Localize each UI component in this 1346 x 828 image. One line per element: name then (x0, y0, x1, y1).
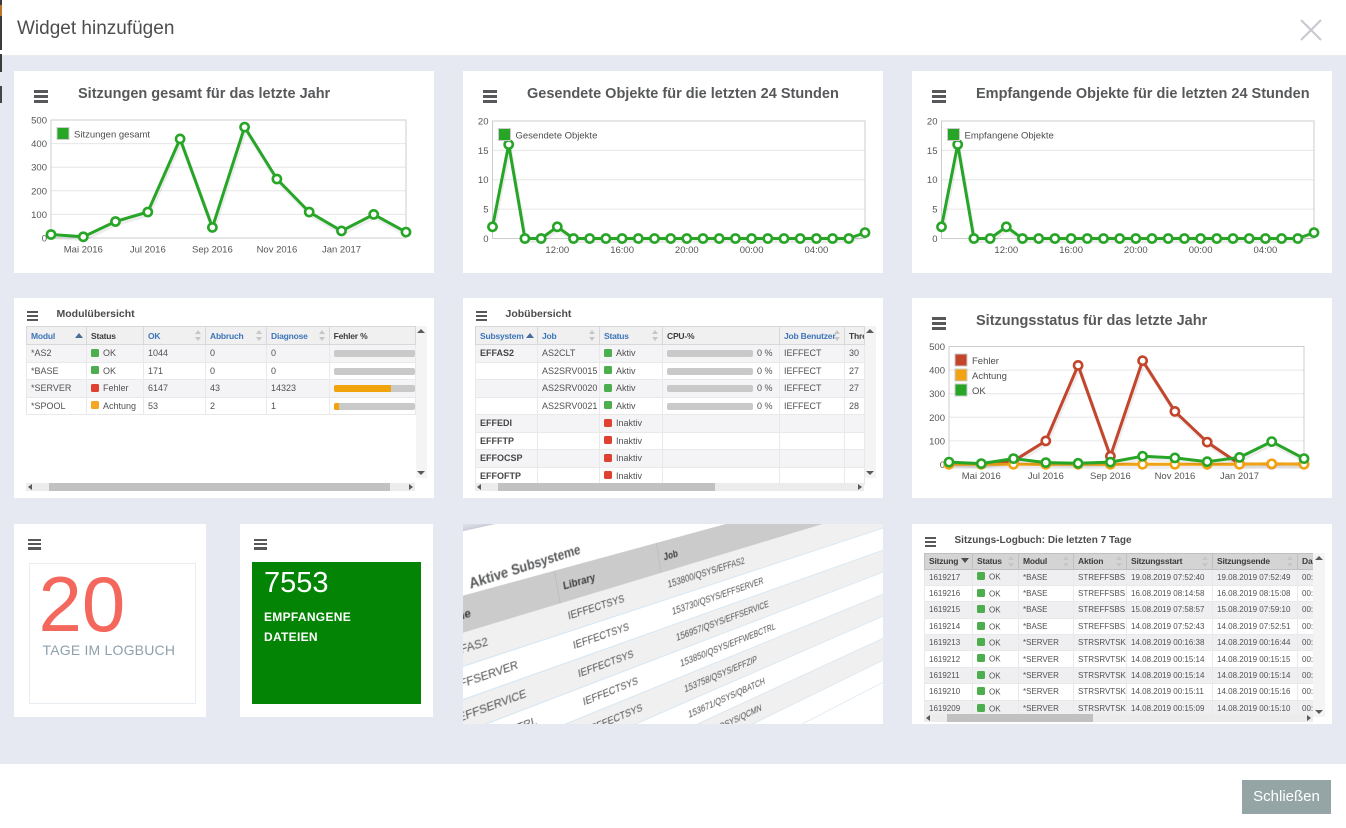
svg-text:10: 10 (927, 175, 938, 186)
svg-text:20: 20 (927, 117, 938, 128)
svg-text:20: 20 (478, 117, 489, 128)
svg-text:Jan 2017: Jan 2017 (322, 245, 361, 256)
svg-text:400: 400 (31, 139, 47, 150)
svg-text:Empfangene Objekte: Empfangene Objekte (965, 131, 1054, 142)
svg-text:Gesendete Objekte: Gesendete Objekte (516, 131, 598, 142)
svg-text:10: 10 (478, 175, 489, 186)
svg-text:15: 15 (478, 146, 489, 157)
svg-text:200: 200 (929, 412, 945, 423)
svg-text:100: 100 (31, 210, 47, 221)
svg-text:15: 15 (927, 146, 938, 157)
svg-text:5: 5 (483, 205, 488, 216)
svg-text:500: 500 (929, 342, 945, 353)
svg-text:04:00: 04:00 (1254, 245, 1278, 256)
svg-text:500: 500 (31, 116, 47, 127)
svg-text:20:00: 20:00 (675, 245, 699, 256)
svg-text:Nov 2016: Nov 2016 (257, 245, 298, 256)
svg-text:20:00: 20:00 (1124, 245, 1148, 256)
svg-text:Achtung: Achtung (972, 371, 1007, 382)
svg-text:100: 100 (929, 436, 945, 447)
svg-text:16:00: 16:00 (1059, 245, 1083, 256)
svg-text:04:00: 04:00 (805, 245, 829, 256)
svg-text:12:00: 12:00 (545, 245, 569, 256)
svg-text:OK: OK (972, 386, 986, 397)
svg-text:Mai 2016: Mai 2016 (64, 245, 103, 256)
svg-text:Sitzungen gesamt: Sitzungen gesamt (74, 130, 150, 141)
svg-text:Sep 2016: Sep 2016 (192, 245, 233, 256)
svg-text:00:00: 00:00 (740, 245, 764, 256)
svg-text:0: 0 (483, 234, 488, 245)
svg-text:5: 5 (932, 205, 937, 216)
svg-text:Jul 2016: Jul 2016 (130, 245, 166, 256)
svg-text:Mai 2016: Mai 2016 (962, 471, 1001, 482)
svg-text:0: 0 (940, 460, 945, 471)
svg-text:16:00: 16:00 (610, 245, 634, 256)
svg-text:400: 400 (929, 365, 945, 376)
svg-text:Jul 2016: Jul 2016 (1028, 471, 1064, 482)
svg-text:0: 0 (42, 234, 47, 245)
svg-text:300: 300 (31, 163, 47, 174)
svg-text:12:00: 12:00 (994, 245, 1018, 256)
svg-text:Fehler: Fehler (972, 356, 999, 367)
svg-text:300: 300 (929, 389, 945, 400)
svg-text:Sep 2016: Sep 2016 (1090, 471, 1131, 482)
svg-text:200: 200 (31, 186, 47, 197)
svg-text:00:00: 00:00 (1189, 245, 1213, 256)
svg-text:Jan 2017: Jan 2017 (1220, 471, 1259, 482)
svg-text:Nov 2016: Nov 2016 (1155, 471, 1196, 482)
svg-text:0: 0 (932, 234, 937, 245)
